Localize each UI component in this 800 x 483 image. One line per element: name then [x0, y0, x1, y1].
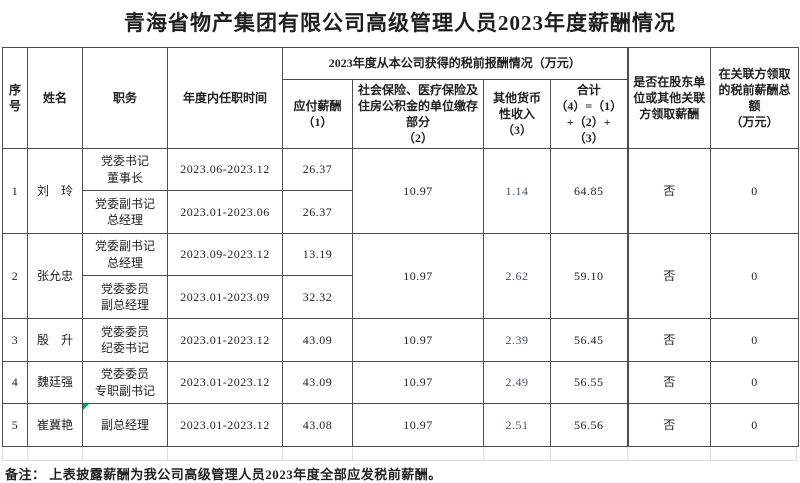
table-row: 5 崔冀艳 副总经理 2023.01-2023.12 43.08 10.97 2…	[2, 403, 800, 447]
cell-related-party: 否	[626, 361, 712, 404]
cell-tenure: 2023.01-2023.12	[167, 361, 283, 404]
cell-salary: 43.09	[282, 318, 353, 362]
cell-related-party: 否	[626, 318, 712, 362]
cell-salary: 32.32	[282, 275, 353, 319]
col-header-other-income: 其他货币 性收入 （3）	[483, 79, 551, 149]
spreadsheet-gridline-strip	[2, 447, 797, 461]
salary-table: 序号 姓名 职务 年度内任职时间 2023年度从本公司获得的税前报酬情况（万元）…	[2, 47, 800, 447]
cell-salary: 13.19	[282, 233, 353, 276]
comment-marker-icon	[83, 404, 89, 410]
cell-other-income: 2.62	[483, 233, 551, 319]
cell-index: 1	[2, 148, 28, 234]
cell-related-amount: 0	[710, 318, 800, 362]
col-header-total: 合计 （4）=（1） +（2）+ （3）	[549, 79, 629, 149]
cell-total: 64.85	[549, 148, 629, 234]
cell-related-party: 否	[626, 148, 712, 234]
cell-insurance: 10.97	[352, 403, 484, 447]
header-row-sub: 应付薪酬 （1） 社会保险、医疗保险及住房公积金的单位缴存部分 （2） 其他货币…	[3, 79, 799, 149]
col-header-name: 姓名	[27, 47, 83, 149]
cell-position: 党委委员 副总经理	[82, 275, 168, 319]
cell-tenure: 2023.06-2023.12	[167, 148, 283, 191]
col-header-related-party: 是否在股东单位或其他关联方领取薪酬	[626, 47, 712, 149]
cell-position: 党委委员 专职副书记	[82, 361, 168, 404]
cell-name: 刘 玲	[27, 148, 83, 234]
table-row: 3 殷 升 党委委员 纪委书记 2023.01-2023.12 43.09 10…	[2, 318, 800, 362]
cell-name: 张允忠	[27, 233, 83, 319]
cell-insurance: 10.97	[352, 318, 484, 362]
cell-other-income: 2.39	[483, 318, 551, 362]
header-row-group: 序号 姓名 职务 年度内任职时间 2023年度从本公司获得的税前报酬情况（万元）…	[2, 47, 800, 149]
cell-insurance: 10.97	[352, 361, 484, 404]
col-header-tenure: 年度内任职时间	[167, 47, 283, 149]
cell-position: 党委委员 纪委书记	[82, 318, 168, 362]
cell-salary: 43.09	[282, 361, 353, 404]
cell-salary: 26.37	[282, 148, 353, 191]
cell-index: 4	[2, 361, 28, 404]
page-title: 青海省物产集团有限公司高级管理人员2023年度薪酬情况	[124, 11, 676, 35]
col-header-insurance: 社会保险、医疗保险及住房公积金的单位缴存部分 （2）	[352, 79, 484, 149]
col-header-index: 序号	[2, 47, 28, 149]
cell-total: 56.56	[549, 403, 629, 447]
cell-other-income: 2.49	[483, 361, 551, 404]
cell-other-income: 2.51	[483, 403, 551, 447]
cell-related-amount: 0	[710, 361, 800, 404]
cell-tenure: 2023.01-2023.06	[167, 190, 283, 234]
table-row: 4 魏廷强 党委委员 专职副书记 2023.01-2023.12 43.09 1…	[2, 361, 800, 404]
cell-name: 殷 升	[27, 318, 83, 362]
footnote: 备注： 上表披露薪酬为我公司高级管理人员2023年度全部应发税前薪酬。	[5, 467, 442, 482]
cell-insurance: 10.97	[352, 148, 484, 234]
cell-tenure: 2023.01-2023.09	[167, 275, 283, 319]
col-header-remuneration-group: 2023年度从本公司获得的税前报酬情况（万元）	[281, 47, 629, 80]
cell-related-party: 否	[626, 403, 712, 447]
cell-index: 2	[2, 233, 28, 319]
cell-other-income: 1.14	[483, 148, 551, 234]
cell-total: 59.10	[549, 233, 629, 319]
cell-related-amount: 0	[710, 403, 800, 447]
cell-name: 崔冀艳	[27, 403, 83, 447]
cell-insurance: 10.97	[352, 233, 484, 319]
cell-salary: 26.37	[282, 190, 353, 234]
cell-related-amount: 0	[710, 233, 800, 319]
cell-related-amount: 0	[710, 148, 800, 234]
cell-tenure: 2023.01-2023.12	[167, 403, 283, 447]
cell-index: 3	[2, 318, 28, 362]
cell-tenure: 2023.09-2023.12	[167, 233, 283, 276]
col-header-related-amount: 在关联方领取的税前薪酬总额 （万元）	[710, 47, 800, 149]
cell-position: 党委书记 董事长	[82, 148, 168, 191]
cell-position: 党委副书记 总经理	[82, 233, 168, 276]
cell-position: 党委副书记 总经理	[82, 190, 168, 234]
table-row: 党委副书记 总经理 2023.01-2023.06 26.37	[3, 190, 799, 234]
cell-name: 魏廷强	[27, 361, 83, 404]
cell-salary: 43.08	[282, 403, 353, 447]
table-row: 2 张允忠 党委副书记 总经理 2023.09-2023.12 13.19 10…	[2, 233, 800, 319]
cell-total: 56.45	[549, 318, 629, 362]
table-row: 党委委员 副总经理 2023.01-2023.09 32.32	[3, 275, 799, 319]
col-header-position: 职务	[82, 47, 168, 149]
table-row: 1 刘 玲 党委书记 董事长 2023.06-2023.12 26.37 10.…	[2, 148, 800, 234]
cell-position-label: 副总经理	[100, 417, 149, 432]
col-header-salary: 应付薪酬 （1）	[282, 79, 353, 149]
cell-index: 5	[2, 403, 28, 447]
cell-related-party: 否	[626, 233, 712, 319]
cell-position: 副总经理	[82, 403, 168, 447]
cell-total: 56.55	[549, 361, 629, 404]
cell-tenure: 2023.01-2023.12	[167, 318, 283, 362]
